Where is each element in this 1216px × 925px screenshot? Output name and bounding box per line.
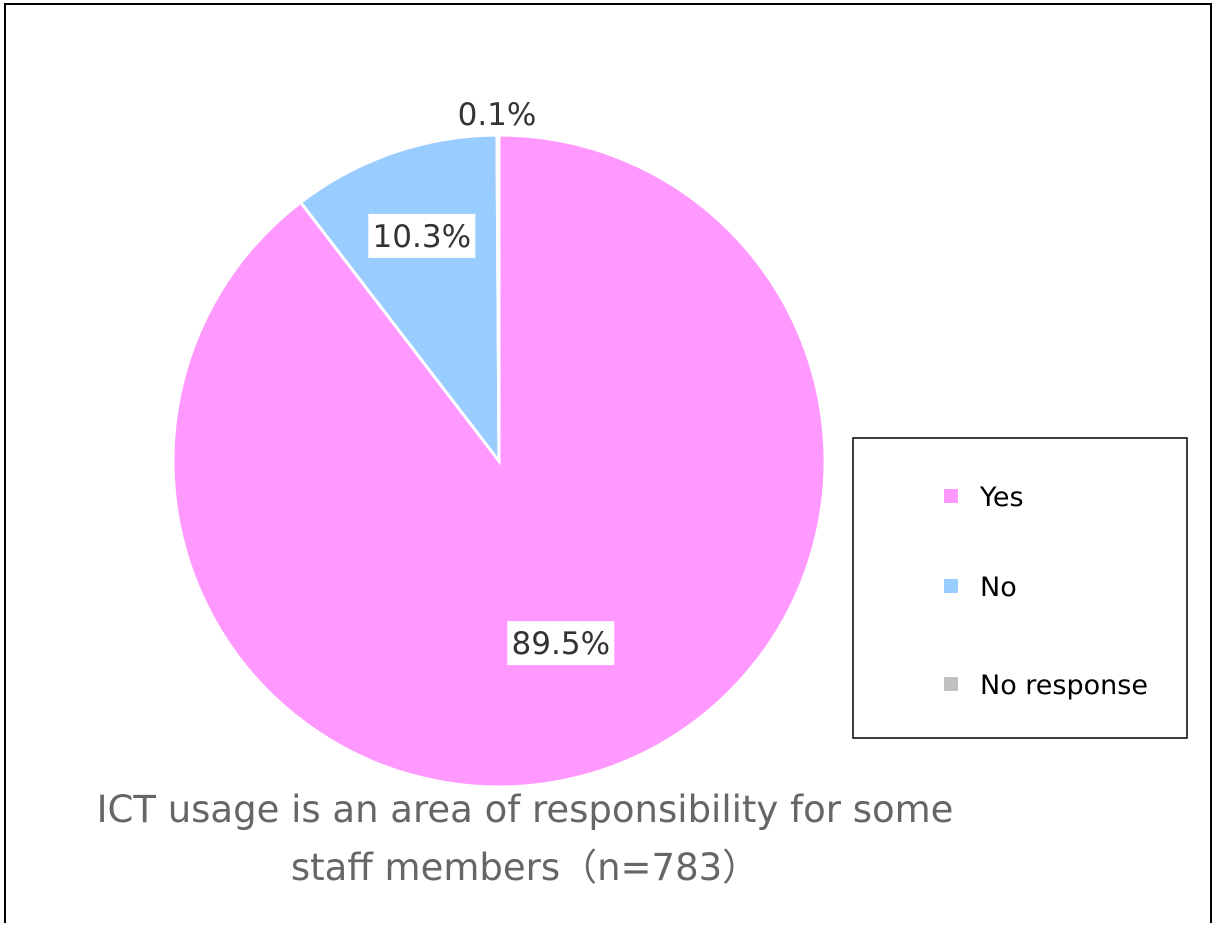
legend-box — [852, 437, 1188, 739]
legend-swatch-yes — [944, 489, 958, 503]
data-label-no-response: 0.1% — [458, 97, 537, 133]
legend-label-yes: Yes — [979, 482, 1024, 513]
chart-title-line-2: staff members（n=783） — [291, 846, 759, 889]
data-label-no: 10.3% — [373, 219, 471, 255]
pie-slice-no-response — [495, 133, 501, 462]
data-label-yes: 89.5% — [512, 626, 610, 662]
legend-label-no-response: No response — [980, 670, 1148, 701]
data-label-bg-no — [368, 213, 476, 258]
legend-swatch-no-response — [944, 677, 958, 691]
legend: Yes No No response — [852, 437, 1188, 739]
data-labels: 89.5% 10.3% 0.1% — [368, 97, 615, 666]
legend-label-no: No — [980, 572, 1017, 603]
chart-title-line-1: ICT usage is an area of responsibility f… — [97, 788, 954, 831]
chart-title: ICT usage is an area of responsibility f… — [97, 788, 954, 889]
pie-slices — [171, 133, 827, 789]
legend-swatch-no — [944, 579, 958, 593]
data-label-bg-yes — [507, 621, 615, 666]
